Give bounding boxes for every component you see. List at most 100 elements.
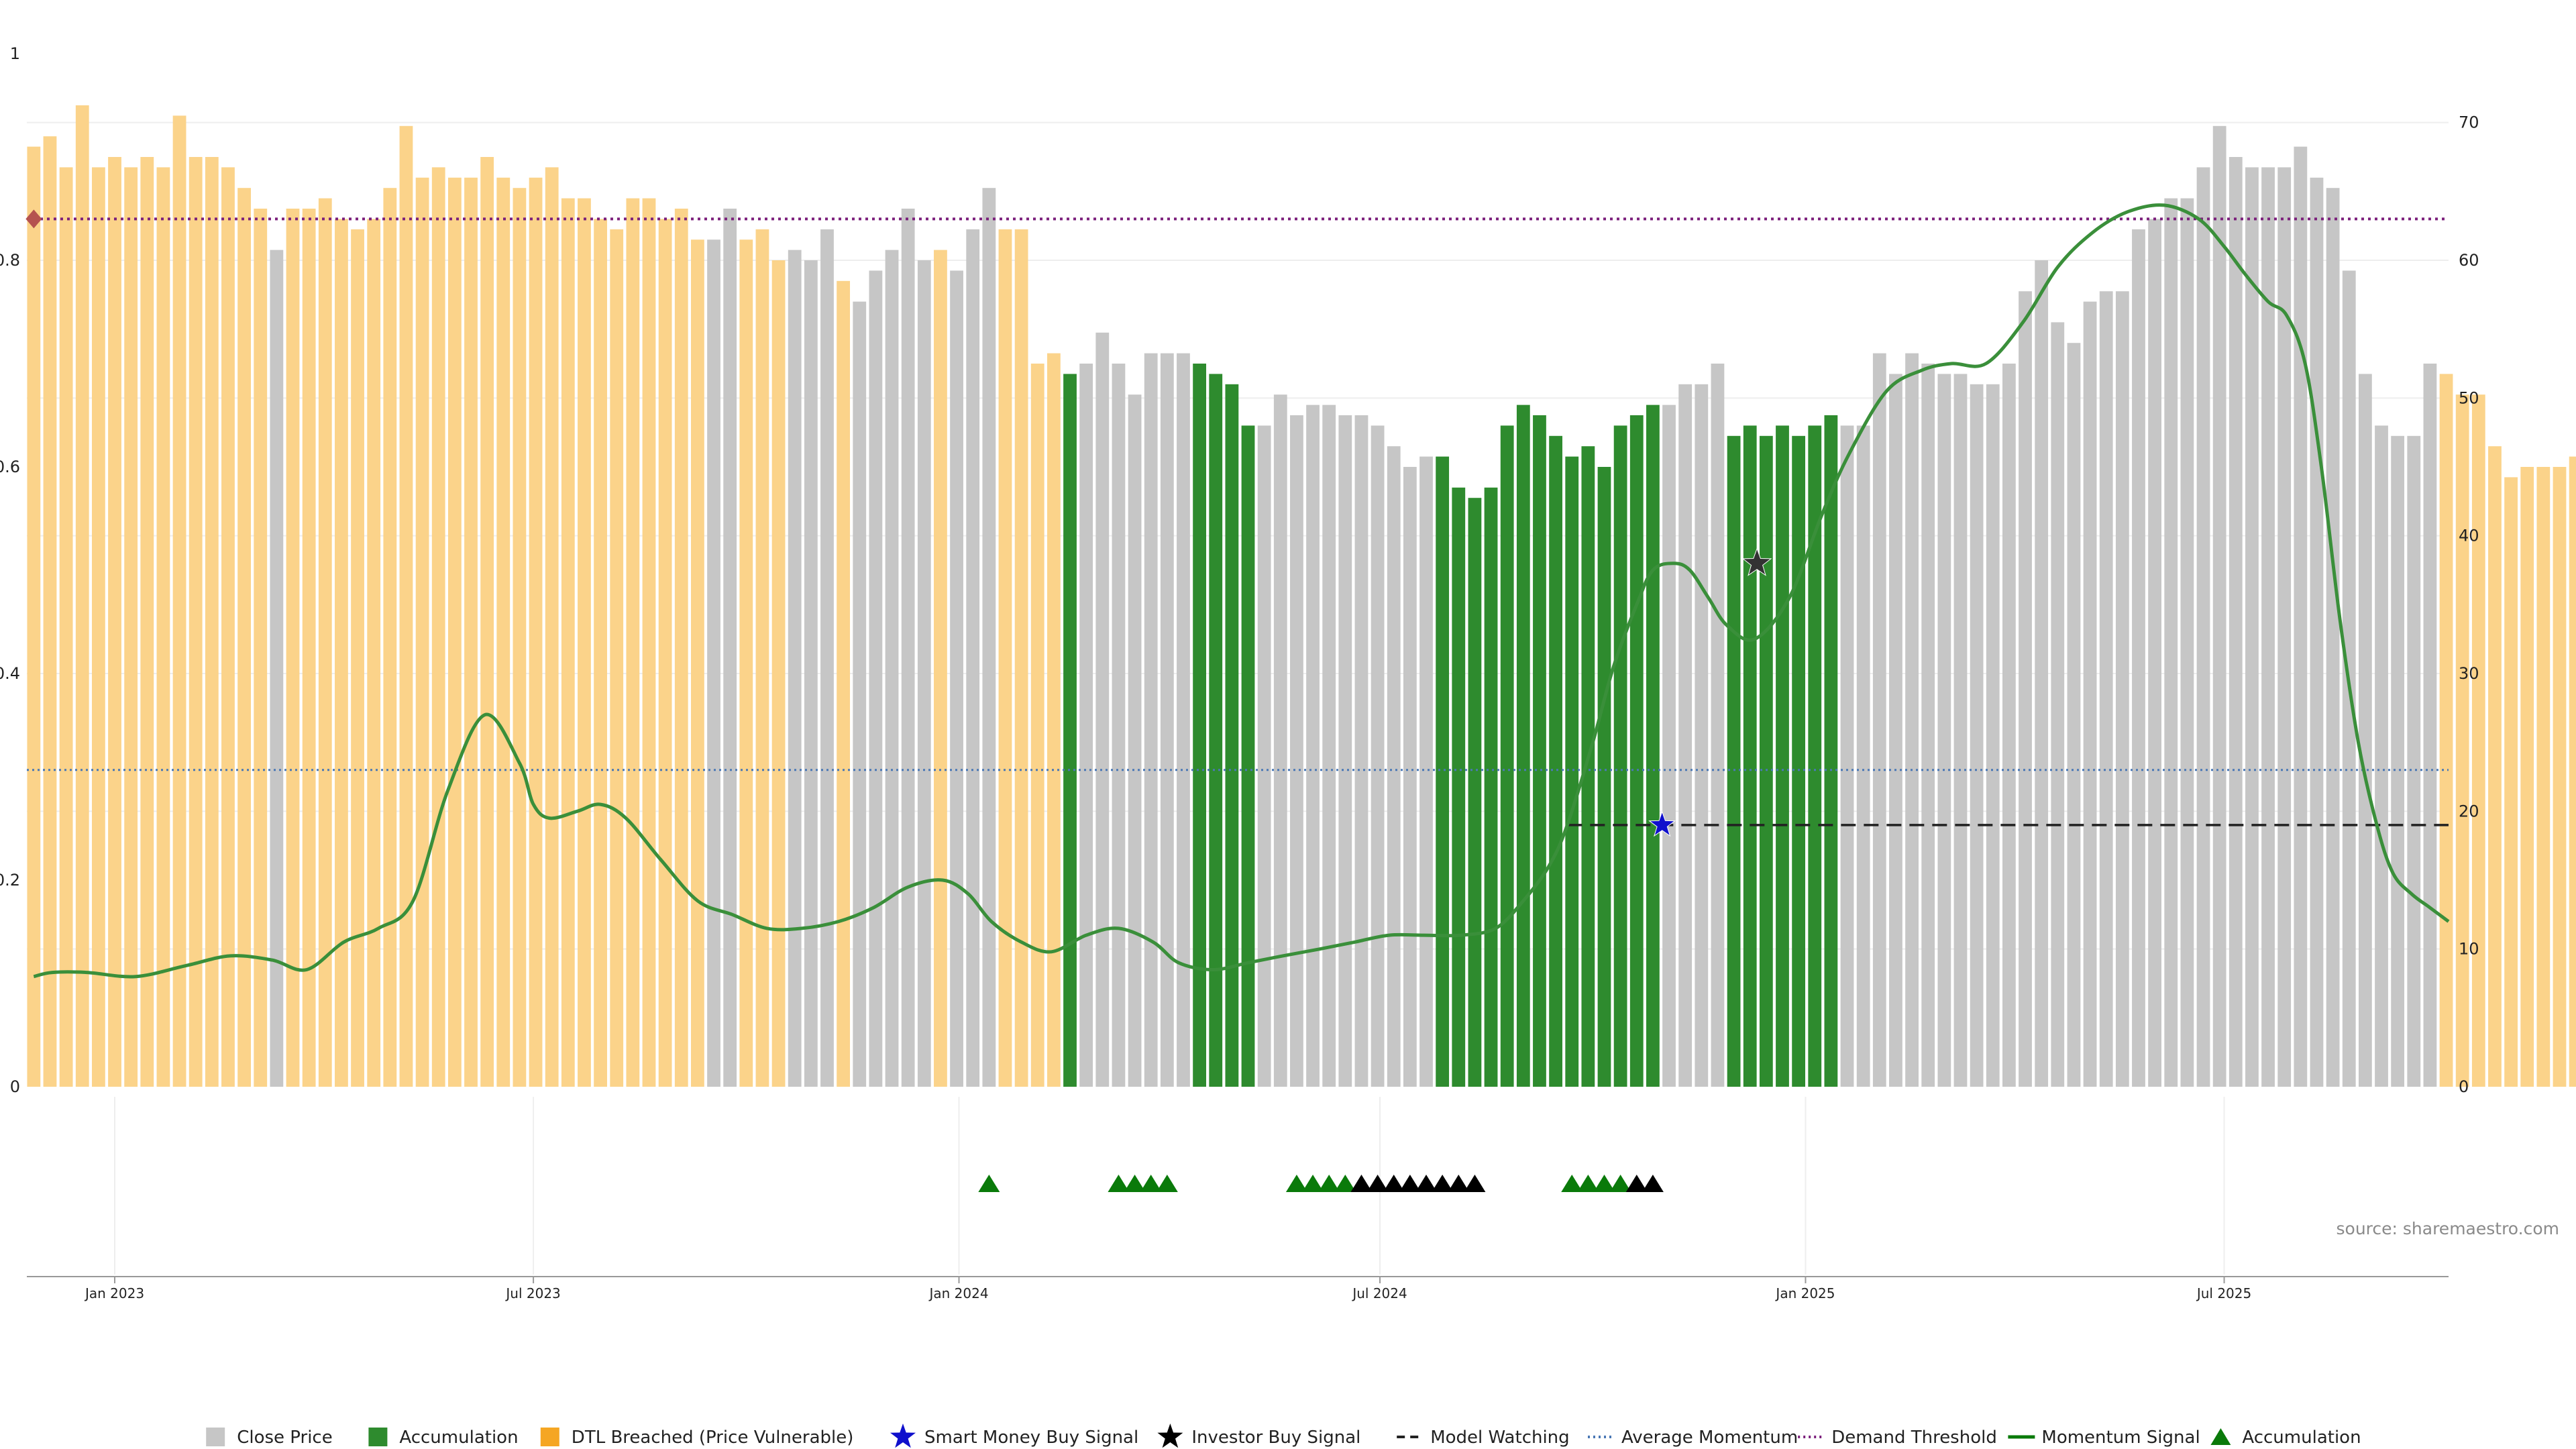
right-axis-tick: 60 [2459,251,2479,270]
right-axis-tick: 0 [2459,1077,2469,1096]
date-tick-label: Jan 2023 [84,1285,144,1301]
close-price-bar [1160,353,1174,1087]
right-axis-tick: 20 [2459,802,2479,820]
accumulation-bar [1225,384,1239,1087]
accumulation-marker [1124,1175,1146,1192]
close-price-bar [2196,167,2210,1087]
dtl-breached-bar [2536,467,2551,1087]
investor-accumulation-marker [1642,1175,1664,1192]
accumulation-bar [1516,405,1530,1087]
dtl-breached-bar [2455,394,2469,1087]
date-tick-label: Jan 2024 [928,1285,988,1301]
investor-accumulation-marker [1432,1175,1454,1192]
dtl-breached-bar [59,167,73,1087]
close-price-bar [2423,364,2437,1087]
legend-label: DTL Breached (Price Vulnerable) [572,1428,854,1448]
dtl-breached-bar [464,177,478,1087]
legend-label: Momentum Signal [2041,1428,2200,1448]
left-axis-tick: 0.8 [0,251,20,270]
accumulation-bar [1613,425,1627,1087]
investor-accumulation-marker [1366,1175,1389,1192]
close-price-bar [2261,167,2275,1087]
accumulation-bar [1743,425,1757,1087]
dtl-breached-bar [1014,229,1028,1087]
investor-accumulation-marker [1464,1175,1486,1192]
dtl-breached-bar [934,250,947,1087]
legend-item: Model Watching [1397,1428,1570,1448]
close-price-bar [1856,425,1870,1087]
legend-label: Accumulation [399,1428,518,1448]
close-price-bar [707,239,720,1087]
close-price-bar [1662,405,1676,1087]
close-price-bar [2132,229,2145,1087]
close-price-bar [1273,394,1287,1087]
dtl-breached-bar [43,136,57,1087]
close-price-bar [1112,364,1126,1087]
dtl-breached-bar [2439,374,2453,1087]
legend: Close Price Accumulation DTL Breached (Pri… [206,1424,2361,1448]
dtl-breached-bar [1030,364,1044,1087]
left-axis-tick: 0.2 [0,871,20,890]
close-price-bar [1306,405,1320,1087]
close-price-bar [1921,364,1935,1087]
close-price-bar [1905,353,1919,1087]
accumulation-bar [1500,425,1514,1087]
reference-lines [27,217,2449,826]
dtl-breached-bar [545,167,559,1087]
close-price-bar [966,229,980,1087]
accumulation-bar [1484,487,1498,1087]
close-price-bar [1079,364,1093,1087]
accumulation-marker [1140,1175,1162,1192]
dtl-breached-bar [1046,353,1061,1087]
dtl-breached-bar [496,177,511,1087]
dtl-breached-bar [691,239,704,1087]
close-price-bar [853,301,867,1087]
close-price-bar [869,270,883,1087]
accumulation-bar [1727,435,1741,1087]
signal-markers [25,209,1772,837]
close-price-bar [1387,446,1401,1087]
close-price-bar [1711,364,1725,1087]
dtl-breached-bar [561,198,575,1087]
left-axis-tick: 0.4 [0,664,20,683]
accumulation-marker [1156,1175,1178,1192]
legend-label: Demand Threshold [1831,1428,1997,1448]
accumulation-marker [1108,1175,1130,1192]
accumulation-marker [1577,1175,1599,1192]
date-tick-label: Jan 2025 [1774,1285,1835,1301]
legend-square-icon [540,1428,559,1446]
legend-square-icon [206,1428,225,1446]
dtl-breached-bar [2553,467,2567,1087]
accumulation-bar [1533,415,1546,1087]
accumulation-marker [1285,1175,1307,1192]
close-price-bar [2310,177,2324,1087]
momentum-signal-line [33,203,2450,979]
close-price-bar [1338,415,1352,1087]
dtl-breached-bar [447,177,462,1087]
investor-accumulation-marker [1625,1175,1648,1192]
legend-triangle-icon [2210,1428,2231,1445]
accumulation-marker [1318,1175,1340,1192]
dtl-breached-bar [755,229,769,1087]
dtl-breached-bar [318,198,332,1087]
dtl-breached-bar [415,177,429,1087]
close-price-bar [950,270,963,1087]
right-axis-tick: 30 [2459,664,2479,683]
close-price-bar [2294,146,2308,1087]
dtl-breached-bar [2471,394,2485,1087]
dtl-breached-bar [771,260,786,1087]
left-axis-tick: 1 [10,44,20,63]
dtl-breached-bar [2520,467,2534,1087]
close-price-bar [1322,405,1336,1087]
investor-buy-signal [1741,547,1772,576]
right-axis-tick: 10 [2459,940,2479,959]
accumulation-bar [1436,456,1450,1087]
accumulation-marker [1609,1175,1631,1192]
dtl-breached-bar [351,229,364,1087]
dtl-breached-bar [335,219,348,1087]
close-price-bar [2099,291,2113,1087]
dtl-breached-bar [140,157,154,1087]
legend-item: Investor Buy Signal [1157,1424,1360,1448]
close-price-bar [982,188,996,1087]
dtl-breached-bar [431,167,445,1087]
